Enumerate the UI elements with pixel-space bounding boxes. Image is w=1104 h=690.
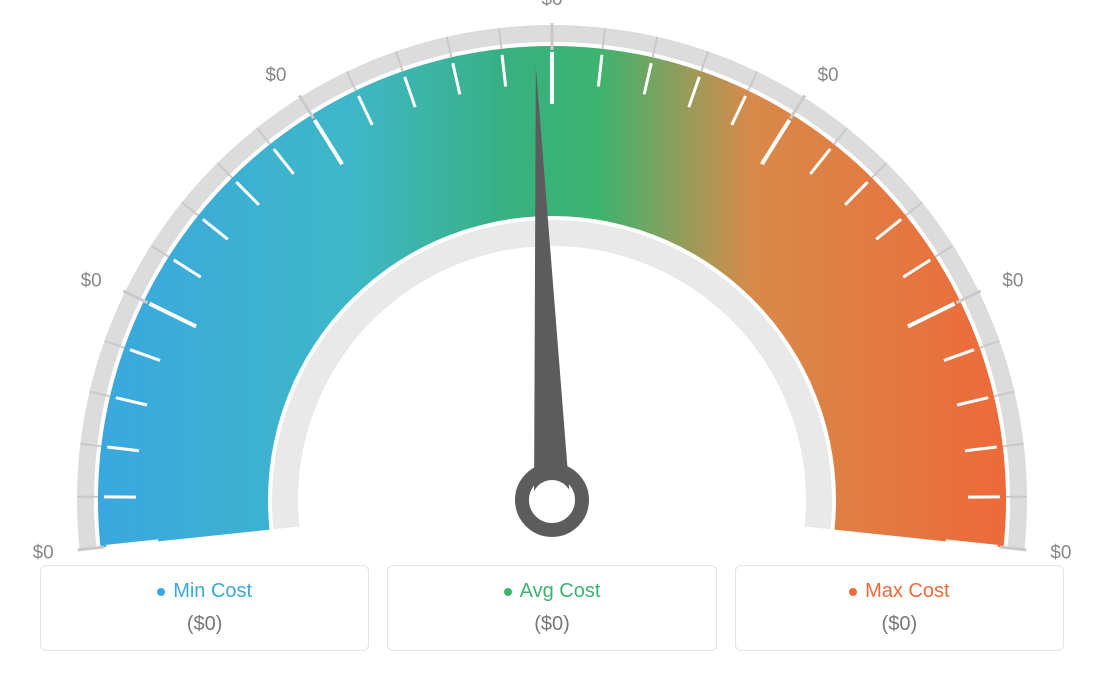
dot-icon [849,588,857,596]
legend-card-avg: Avg Cost ($0) [387,565,716,651]
cost-gauge-chart: $0 $0 $0 $0 $0 $0 $0 Min Cost ($0) Avg Cost ($… [0,0,1104,690]
scale-label: $0 [1050,542,1071,560]
legend-value-min: ($0) [41,613,368,636]
legend-value-max: ($0) [736,613,1063,636]
dot-icon [504,588,512,596]
legend-label-min: Min Cost [173,580,252,603]
legend-row: Min Cost ($0) Avg Cost ($0) Max Cost ($0… [40,565,1064,651]
legend-value-avg: ($0) [388,613,715,636]
legend-card-min: Min Cost ($0) [40,565,369,651]
scale-label: $0 [1002,270,1023,291]
scale-label: $0 [541,0,562,10]
scale-label: $0 [81,270,102,291]
gauge-area: $0 $0 $0 $0 $0 $0 $0 [0,0,1104,560]
needle-hub-inner [532,480,572,520]
scale-label: $0 [33,542,54,560]
legend-title-min: Min Cost [157,580,252,603]
dot-icon [157,588,165,596]
legend-label-max: Max Cost [865,580,949,603]
legend-title-avg: Avg Cost [504,580,601,603]
legend-label-avg: Avg Cost [520,580,601,603]
scale-label: $0 [265,65,286,86]
legend-card-max: Max Cost ($0) [735,565,1064,651]
gauge-svg: $0 $0 $0 $0 $0 $0 $0 [0,0,1104,560]
legend-title-max: Max Cost [849,580,949,603]
scale-label: $0 [817,65,838,86]
